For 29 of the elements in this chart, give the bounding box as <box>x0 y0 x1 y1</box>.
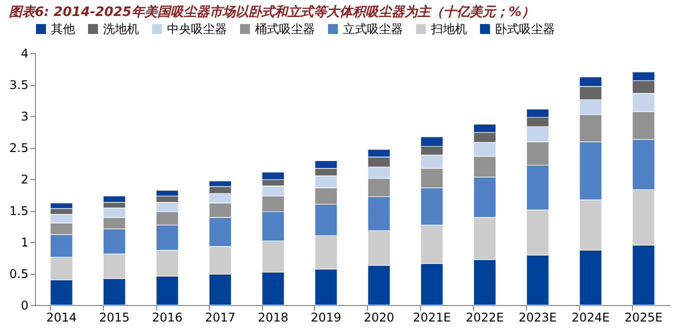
x-tick-label: 2018 <box>258 310 288 324</box>
x-tick-label: 2023E <box>518 310 557 324</box>
y-tick-label: 2.5 <box>9 141 28 155</box>
x-tick-label: 2024E <box>572 310 610 324</box>
y-tick-label: 1.5 <box>9 204 28 218</box>
y-tick-label: 2 <box>20 172 28 186</box>
legend-label: 卧式吸尘器 <box>495 22 555 36</box>
y-tick-label: 3.5 <box>9 78 28 92</box>
x-tick-label: 2020 <box>364 310 394 324</box>
y-tick-label: 0 <box>20 298 28 312</box>
y-tick-label: 0.5 <box>9 267 28 281</box>
x-tick-label: 2021E <box>412 310 451 324</box>
legend-label: 桶式吸尘器 <box>255 22 315 36</box>
x-tick-label: 2017 <box>204 310 236 324</box>
y-tick-label: 3 <box>20 110 28 124</box>
legend-label: 扫地机 <box>430 22 467 36</box>
legend-label: 其他 <box>51 22 75 36</box>
legend-label: 立式吸尘器 <box>343 22 403 36</box>
y-tick-label: 4 <box>20 46 28 60</box>
chart-title: 图表6: 2014-2025年美国吸尘器市场以卧式和立式等大体积吸尘器为主（十亿美元；%） <box>8 4 534 20</box>
x-tick-label: 2019 <box>310 310 342 324</box>
legend-label: 中央吸尘器 <box>167 22 227 36</box>
x-tick-label: 2022E <box>466 310 504 324</box>
x-tick-label: 2025E <box>624 310 663 324</box>
legend-label: 洗地机 <box>103 22 139 36</box>
x-tick-label: 2016 <box>152 310 183 324</box>
x-tick-label: 2015 <box>99 310 130 324</box>
y-tick-label: 1 <box>20 236 28 250</box>
x-tick-label: 2014 <box>46 310 77 324</box>
